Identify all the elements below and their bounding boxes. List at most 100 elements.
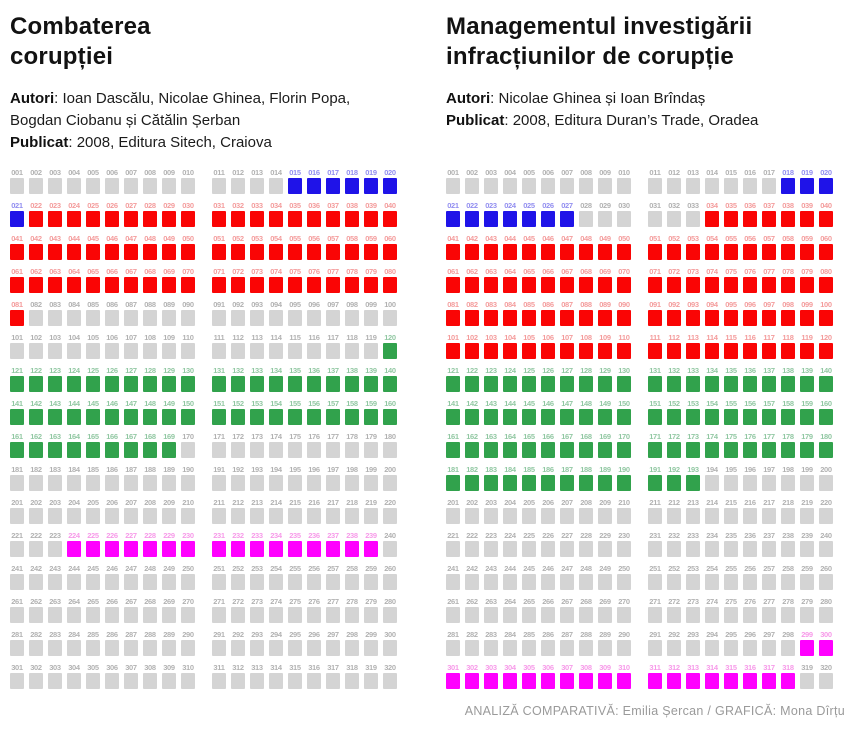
page-square: [800, 178, 814, 194]
page-cell: 118: [345, 333, 359, 359]
page-number-label: 269: [599, 597, 611, 606]
page-square: [446, 178, 460, 194]
page-square: [345, 541, 359, 557]
page-number-label: 134: [706, 366, 718, 375]
page-number-label: 276: [308, 597, 320, 606]
page-square: [383, 607, 397, 623]
page-number-label: 133: [687, 366, 699, 375]
page-number-label: 091: [213, 300, 225, 309]
page-number-label: 021: [447, 201, 459, 210]
grid-row: 281 282 283 284 285 286 287 288 289 290 291 292 293 2…: [446, 630, 836, 656]
page-number-label: 165: [87, 432, 99, 441]
page-square: [484, 178, 498, 194]
page-square: [560, 607, 574, 623]
page-cell: 300: [383, 630, 397, 656]
page-square: [762, 178, 776, 194]
page-cell: 220: [819, 498, 833, 524]
page-cell: 172: [231, 432, 245, 458]
page-cell: 290: [181, 630, 195, 656]
page-square: [10, 541, 24, 557]
page-number-label: 028: [580, 201, 592, 210]
page-number-label: 220: [384, 498, 396, 507]
page-cell: 061: [10, 267, 24, 293]
page-cell: 020: [819, 168, 833, 194]
page-number-label: 290: [182, 630, 194, 639]
page-square: [446, 442, 460, 458]
page-number-label: 200: [384, 465, 396, 474]
page-cell: 253: [250, 564, 264, 590]
page-number-label: 016: [308, 168, 320, 177]
page-square: [383, 277, 397, 293]
page-number-label: 302: [30, 663, 42, 672]
page-number-label: 151: [649, 399, 661, 408]
page-cell: 237: [762, 531, 776, 557]
page-cell: 276: [743, 597, 757, 623]
page-number-label: 002: [30, 168, 42, 177]
page-square: [364, 244, 378, 260]
page-square: [143, 442, 157, 458]
page-number-label: 218: [782, 498, 794, 507]
page-cell: 307: [560, 663, 574, 689]
page-square: [446, 640, 460, 656]
page-cell: 113: [250, 333, 264, 359]
page-cell: 071: [648, 267, 662, 293]
page-number-label: 108: [580, 333, 592, 342]
page-square: [465, 178, 479, 194]
page-square: [743, 508, 757, 524]
page-cell: 062: [465, 267, 479, 293]
page-square: [231, 607, 245, 623]
page-square: [800, 607, 814, 623]
page-square: [781, 475, 795, 491]
page-number-label: 244: [504, 564, 516, 573]
page-cell: 252: [667, 564, 681, 590]
page-square: [143, 343, 157, 359]
page-number-label: 229: [163, 531, 175, 540]
page-number-label: 201: [447, 498, 459, 507]
page-square: [86, 541, 100, 557]
page-cell: 086: [541, 300, 555, 326]
page-number-label: 108: [144, 333, 156, 342]
page-square: [105, 343, 119, 359]
page-cell: 057: [762, 234, 776, 260]
page-number-label: 175: [725, 432, 737, 441]
page-number-label: 211: [213, 498, 225, 507]
page-cell: 121: [446, 366, 460, 392]
page-cell: 032: [231, 201, 245, 227]
page-cell: 293: [250, 630, 264, 656]
page-number-label: 308: [580, 663, 592, 672]
page-number-label: 291: [213, 630, 225, 639]
page-number-label: 283: [49, 630, 61, 639]
page-square: [762, 343, 776, 359]
page-number-label: 214: [270, 498, 282, 507]
page-square: [743, 277, 757, 293]
page-square: [307, 541, 321, 557]
page-number-label: 268: [144, 597, 156, 606]
page-square: [105, 277, 119, 293]
page-number-label: 118: [346, 333, 358, 342]
page-square: [48, 508, 62, 524]
page-square: [326, 409, 340, 425]
page-number-label: 200: [820, 465, 832, 474]
page-number-label: 043: [485, 234, 497, 243]
page-square: [124, 442, 138, 458]
page-number-label: 192: [232, 465, 244, 474]
page-square: [560, 244, 574, 260]
page-number-label: 107: [561, 333, 573, 342]
page-cell: 106: [541, 333, 555, 359]
page-cell: 174: [705, 432, 719, 458]
page-cell: 277: [326, 597, 340, 623]
page-cell: 232: [231, 531, 245, 557]
page-number-label: 143: [485, 399, 497, 408]
page-square: [48, 640, 62, 656]
page-cell: 176: [307, 432, 321, 458]
page-number-label: 127: [561, 366, 573, 375]
page-square: [724, 178, 738, 194]
page-number-label: 266: [106, 597, 118, 606]
page-cell: 290: [617, 630, 631, 656]
page-number-label: 067: [561, 267, 573, 276]
page-number-label: 168: [580, 432, 592, 441]
page-cell: 180: [383, 432, 397, 458]
page-square: [162, 343, 176, 359]
page-cell: 154: [705, 399, 719, 425]
page-cell: 303: [484, 663, 498, 689]
